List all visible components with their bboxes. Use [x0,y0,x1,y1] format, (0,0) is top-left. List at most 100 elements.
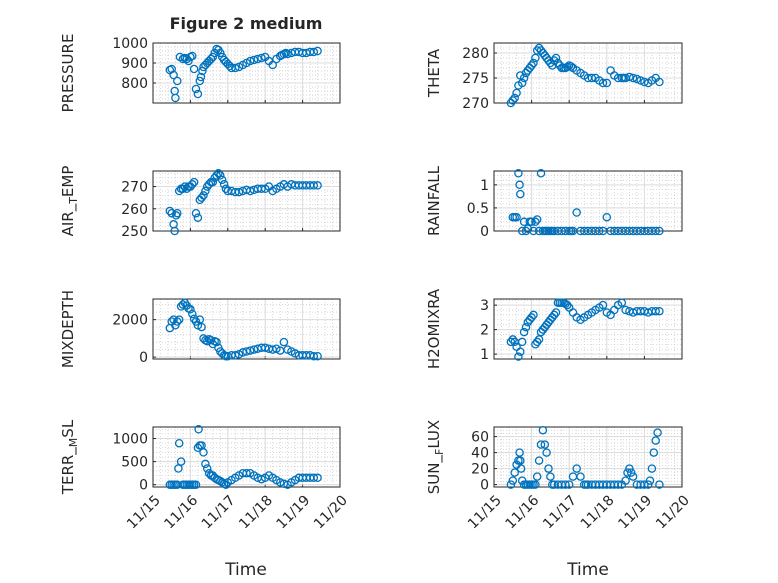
y-tick-label: 1 [480,178,489,194]
axes-box [152,42,341,104]
data-point [234,187,244,197]
y-axis-label: RAINFALL [425,165,443,236]
data-point [549,310,559,320]
data-point [529,58,538,68]
subplot-6: 1 2 3 H2OMIXRA [425,288,683,369]
data-point [651,226,660,236]
data-point [313,473,322,483]
data-point [613,480,623,489]
data-point [512,88,521,98]
data-point [506,337,516,347]
subplot-3: 250 260 270 AIR_TEMP [59,166,341,240]
x-tick-label: 11/15 [124,493,164,533]
data-point [508,96,518,105]
data-point [253,54,262,64]
data-point [563,62,572,72]
y-axis-label: THETA [425,48,443,98]
data-point [283,49,292,59]
data-point [653,428,662,437]
data-point [602,212,612,222]
data-point [194,425,203,434]
data-point [655,306,664,316]
data-point [617,298,627,307]
data-point [201,459,210,469]
y-tick-label: 500 [121,455,148,471]
data-point [275,478,285,487]
data-point [189,177,199,187]
data-point [309,473,319,483]
x-tick-label: 11/20 [653,493,693,533]
data-point [217,175,227,185]
data-point [221,184,231,194]
data-point [519,73,529,83]
data-point [208,177,218,187]
data-point [532,337,542,347]
data-point [313,46,322,56]
y-tick-label: 0 [480,224,489,240]
data-point [196,72,206,82]
data-point [260,343,270,353]
data-point [231,351,240,360]
y-tick-label: 2 [480,323,489,339]
data-point [625,464,634,473]
data-point [561,480,570,489]
data-point [529,310,538,320]
data-point [640,480,649,489]
data-point [242,468,251,478]
data-point [249,55,259,65]
data-point [508,335,518,344]
data-point [245,186,255,196]
data-point [551,308,561,317]
y-axis-label: H2OMIXRA [425,288,443,369]
figure-title: Figure 2 medium [170,14,323,33]
y-tick-label: 60 [471,430,489,446]
x-tick-label: 11/18 [578,493,618,533]
y-axis-label: SUN_FLUX [425,420,446,494]
data-point [516,347,525,356]
data-point [199,448,208,457]
data-point [576,472,585,481]
data-point [536,169,546,178]
data-point [532,215,542,224]
data-point [167,64,176,74]
data-point [532,472,542,481]
axes-box [493,42,683,104]
data-point [173,76,182,86]
data-point [216,171,225,180]
data-point [309,351,319,361]
data-point [647,464,657,473]
data-point [178,300,188,309]
data-point [174,438,184,448]
data-point [621,305,630,315]
data-point [188,180,197,189]
data-point [191,208,201,218]
y-tick-label: 40 [471,446,489,462]
y-tick-label: 270 [462,96,489,112]
data-point [572,464,581,473]
data-point [628,472,638,481]
data-point [191,480,201,489]
data-point [625,72,634,82]
data-point [169,70,178,80]
data-point [655,226,664,236]
y-tick-label: 1000 [112,36,148,52]
data-point [519,327,529,337]
data-point [193,213,203,222]
subplot-4: 0 0.5 1 RAINFALL [425,165,683,240]
y-tick-label: 900 [121,56,148,72]
data-point [512,212,521,222]
data-point [516,189,525,199]
data-point [598,300,608,310]
data-point [257,53,266,63]
data-point [564,480,574,489]
data-point [544,464,553,473]
x-axis-label-left: Time [224,560,267,580]
data-point [542,448,551,457]
y-tick-label: 270 [121,180,148,196]
data-point [195,315,205,324]
data-point [510,93,519,103]
data-point [249,345,259,354]
x-tick-label: 11/15 [465,493,505,533]
